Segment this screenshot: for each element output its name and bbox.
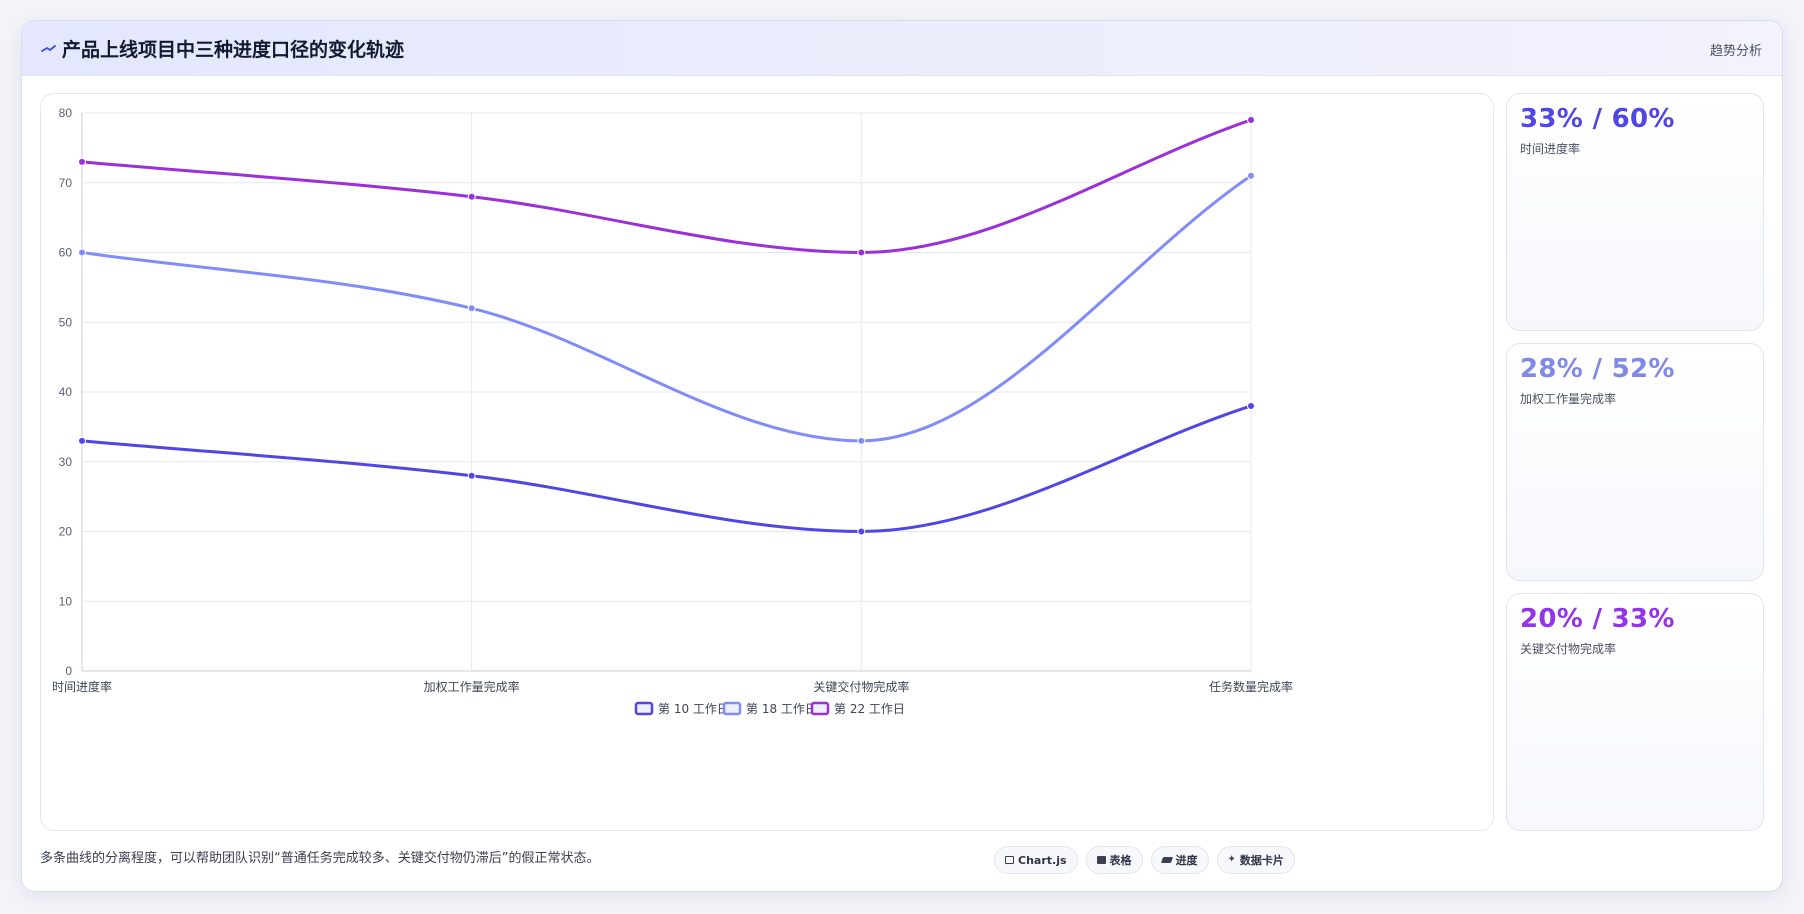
trend-analysis-tag: 趋势分析 [1709,44,1762,59]
y-tick-label: 0 [65,664,72,678]
footer-note: 多条曲线的分离程度，可以帮助团队识别“普通任务完成较多、关键交付物仍滞后”的假正… [40,851,600,866]
kpi-card-deliverable: 20% / 33% 关键交付物完成率 [1506,593,1764,831]
panel-header: 产品上线项目中三种进度口径的变化轨迹 趋势分析 [22,21,1782,76]
data-point [78,248,86,257]
y-tick-label: 30 [59,455,73,469]
kpi-card-workload: 28% / 52% 加权工作量完成率 [1506,343,1764,581]
data-point [1247,115,1255,124]
data-point [857,436,866,445]
data-point [857,248,866,257]
x-tick-label: 关键交付物完成率 [813,679,909,694]
data-point [857,527,866,536]
chart-card: 0 10 20 30 40 50 60 70 80 时间进度率 加权工作量完成率 关键交付物完成率 任务… [40,93,1494,831]
y-tick-label: 10 [59,594,73,608]
chip-chartjs[interactable]: Chart.js [994,846,1078,874]
card-icon: ✦ [1227,854,1236,865]
x-tick-label: 任务数量完成率 [1209,679,1293,694]
legend-swatch [634,701,654,716]
kpi-value: 33% / 60% [1520,104,1675,134]
chip-label: 数据卡片 [1239,854,1284,867]
trend-icon [41,45,56,52]
chip-label: 表格 [1109,854,1132,867]
y-tick-label: 20 [59,525,73,539]
y-tick-label: 50 [59,315,73,329]
data-point [1247,171,1255,180]
table-icon [1096,856,1106,864]
chip-progress[interactable]: 进度 [1150,846,1209,874]
data-point [1247,401,1255,410]
chart-panel: 产品上线项目中三种进度口径的变化轨迹 趋势分析 0 10 20 30 40 50 60 70 8… [21,20,1783,892]
progress-icon [1160,857,1173,863]
x-tick-label: 时间进度率 [52,679,112,694]
legend-label: 第 10 工作日 [658,702,729,716]
y-tick-label: 60 [59,246,73,260]
kpi-card-time: 33% / 60% 时间进度率 [1506,93,1764,331]
series-line [80,118,1253,255]
chip-data-card[interactable]: ✦ 数据卡片 [1216,846,1295,874]
kpi-label: 加权工作量完成率 [1520,392,1617,406]
legend-swatch [810,701,830,716]
series-line [80,404,1253,534]
chip-label: Chart.js [1018,853,1067,867]
y-tick-label: 70 [59,176,73,190]
page-title: 产品上线项目中三种进度口径的变化轨迹 [62,39,405,61]
legend-swatch [722,701,742,716]
kpi-label: 关键交付物完成率 [1520,642,1617,656]
data-point [467,304,476,313]
chip-table[interactable]: 表格 [1085,846,1143,874]
legend-label: 第 18 工作日 [746,702,817,716]
x-tick-label: 加权工作量完成率 [424,679,520,694]
legend-label: 第 22 工作日 [834,702,905,716]
y-tick-label: 40 [59,385,73,399]
line-chart: 0 10 20 30 40 50 60 70 80 时间进度率 加权工作量完成率 关键交付物完成率 任务… [52,106,1293,716]
kpi-value: 20% / 33% [1520,604,1675,634]
kpi-value: 28% / 52% [1520,354,1675,384]
data-point [467,471,476,480]
chip-label: 进度 [1175,854,1198,867]
tech-chips: Chart.js 表格 进度 ✦ 数据卡片 [994,846,1295,874]
chart-icon [1005,856,1014,864]
series-line [80,174,1253,443]
kpi-label: 时间进度率 [1520,142,1581,156]
data-point [467,192,476,201]
y-tick-label: 80 [59,106,73,120]
data-point [78,436,86,445]
data-point [78,157,86,166]
